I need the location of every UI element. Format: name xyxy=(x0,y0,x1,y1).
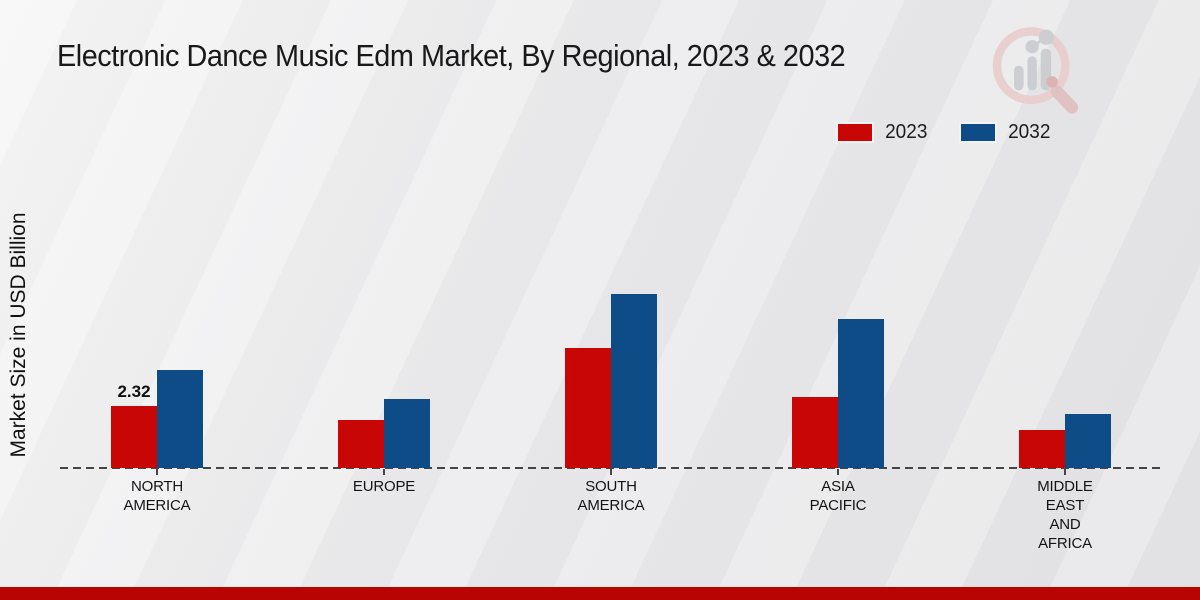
logo-trend-line-icon xyxy=(1031,36,1048,48)
bar-2023-europe xyxy=(338,420,384,468)
x-axis-tick xyxy=(1064,469,1066,475)
bar-2032-south-america xyxy=(611,294,657,468)
bar-2023-middle-east-and-africa xyxy=(1019,430,1065,468)
category-label-asia-pacific: ASIA PACIFIC xyxy=(809,478,867,514)
bar-2032-asia-pacific xyxy=(838,319,884,468)
x-axis-baseline xyxy=(60,467,1163,469)
magnifier-ring-icon xyxy=(992,27,1070,105)
category-label-north-america: NORTH AMERICA xyxy=(123,478,191,514)
bar-2032-middle-east-and-africa xyxy=(1065,414,1111,468)
logo-bar-medium-icon xyxy=(1027,56,1037,91)
bar-2023-south-america xyxy=(565,348,611,468)
magnifier-handle-icon xyxy=(1050,85,1079,114)
legend-label-2023: 2023 xyxy=(885,121,928,143)
bar-2032-europe xyxy=(384,399,430,468)
bottom-accent-bar xyxy=(0,587,1200,600)
x-axis-tick xyxy=(383,469,385,475)
x-axis-tick xyxy=(156,469,158,475)
logo-bar-small-icon xyxy=(1014,65,1024,91)
legend-swatch-2032 xyxy=(958,122,997,143)
category-label-europe: EUROPE xyxy=(352,478,416,495)
legend: 2023 2032 xyxy=(836,121,1052,144)
legend-label-2032: 2032 xyxy=(1007,121,1050,143)
category-label-south-america: SOUTH AMERICA xyxy=(577,478,645,514)
legend-item-2032: 2032 xyxy=(958,121,1052,144)
data-label-2023-north-america: 2.32 xyxy=(117,382,151,401)
bar-2023-north-america xyxy=(111,406,157,468)
brand-watermark-logo xyxy=(992,27,1079,114)
bar-2023-asia-pacific xyxy=(792,397,838,468)
legend-swatch-2023 xyxy=(836,122,874,143)
category-label-middle-east-and-africa: MIDDLE EAST AND AFRICA xyxy=(1037,478,1093,552)
logo-accent-dot-icon xyxy=(1046,76,1058,88)
bar-2032-north-america xyxy=(157,370,203,468)
legend-item-2023: 2023 xyxy=(836,121,929,144)
chart-title: Electronic Dance Music Edm Market, By Re… xyxy=(57,38,846,73)
x-axis-tick xyxy=(837,469,839,475)
x-axis-tick xyxy=(610,469,612,475)
